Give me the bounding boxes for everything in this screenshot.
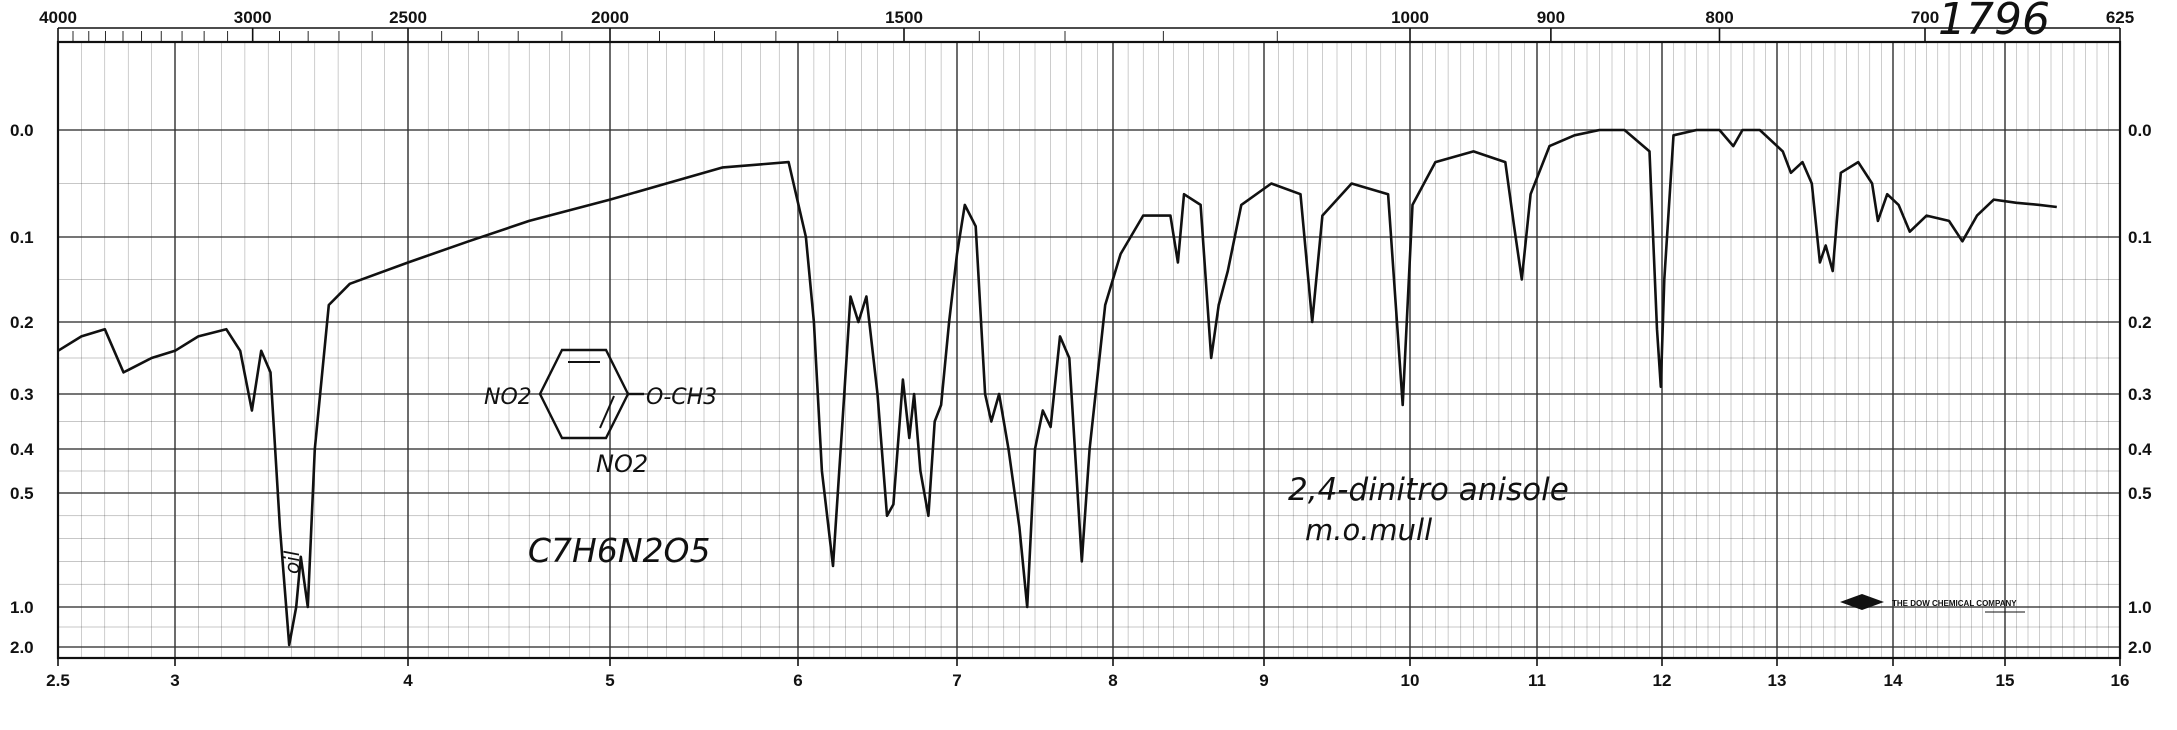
company-logo: THE DOW CHEMICAL COMPANY xyxy=(1840,594,2025,613)
x-tick-label: 8 xyxy=(1108,671,1117,690)
y-tick-label-right: 0.5 xyxy=(2128,484,2152,503)
molecular-formula: C7H6N2O5 xyxy=(528,531,711,570)
x-tick-label: 3 xyxy=(170,671,179,690)
y-tick-label-left: 2.0 xyxy=(10,638,34,657)
oil-label: oil xyxy=(280,550,304,574)
top-tick-label: 2500 xyxy=(389,8,427,27)
wavenumber-axis: 4000 3000 2500 2000 1500 1000 900 800 700 625 xyxy=(39,8,2134,42)
chart-frame xyxy=(56,27,2122,660)
x-tick-label: 10 xyxy=(1401,671,1420,690)
y-tick-label-left: 0.2 xyxy=(10,313,34,332)
top-tick-label: 625 xyxy=(2106,8,2134,27)
substituent-left: NO2 xyxy=(484,385,532,410)
y-tick-label-right: 2.0 xyxy=(2128,638,2152,657)
top-tick-label: 1500 xyxy=(885,8,923,27)
x-tick-label: 7 xyxy=(952,671,961,690)
top-tick-label: 2000 xyxy=(591,8,629,27)
x-tick-label: 6 xyxy=(793,671,802,690)
x-tick-label: 15 xyxy=(1996,671,2015,690)
substituent-bottom: NO2 xyxy=(596,450,648,478)
y-tick-label-right: 0.0 xyxy=(2128,121,2152,140)
substituent-right: O-CH3 xyxy=(646,385,717,410)
compound-name: 2,4-dinitro anisole xyxy=(1288,472,1569,508)
y-tick-label-left: 0.3 xyxy=(10,385,34,404)
y-tick-label-left: 0.0 xyxy=(10,121,34,140)
x-tick-label: 2.5 xyxy=(46,671,70,690)
company-name: THE DOW CHEMICAL COMPANY xyxy=(1892,599,2017,608)
y-tick-label-right: 0.4 xyxy=(2128,440,2152,459)
y-tick-label-right: 1.0 xyxy=(2128,598,2152,617)
wavelength-axis: 2.5 3 4 5 6 7 8 9 10 11 12 13 14 15 16 xyxy=(46,658,2129,690)
x-tick-label: 9 xyxy=(1259,671,1268,690)
x-tick-label: 13 xyxy=(1768,671,1787,690)
x-tick-label: 14 xyxy=(1884,671,1903,690)
top-tick-label: 1000 xyxy=(1391,8,1429,27)
y-tick-label-right: 0.1 xyxy=(2128,228,2152,247)
top-tick-label: 800 xyxy=(1705,8,1733,27)
spectrum-trace xyxy=(57,128,2057,647)
x-tick-label: 12 xyxy=(1653,671,1672,690)
y-tick-label-left: 1.0 xyxy=(10,598,34,617)
x-tick-label: 11 xyxy=(1528,671,1546,690)
x-tick-label: 16 xyxy=(2111,671,2130,690)
y-tick-label-right: 0.2 xyxy=(2128,313,2152,332)
absorbance-axis-left: 0.0 0.1 0.2 0.3 0.4 0.5 1.0 2.0 xyxy=(10,121,34,657)
top-tick-label: 900 xyxy=(1537,8,1565,27)
y-tick-label-left: 0.4 xyxy=(10,440,34,459)
sample-prep: m.o.mull xyxy=(1305,513,1432,547)
absorbance-axis-right: 0.0 0.1 0.2 0.3 0.4 0.5 1.0 2.0 xyxy=(2128,121,2152,657)
top-tick-label: 3000 xyxy=(234,8,272,27)
benzene-ring-drawing xyxy=(538,348,644,440)
y-tick-label-left: 0.5 xyxy=(10,484,34,503)
top-tick-label: 700 xyxy=(1911,8,1939,27)
y-tick-label-left: 0.1 xyxy=(10,228,34,247)
y-tick-label-right: 0.3 xyxy=(2128,385,2152,404)
plot-border xyxy=(56,40,2122,660)
x-tick-label: 4 xyxy=(403,671,413,690)
top-tick-label: 4000 xyxy=(39,8,77,27)
sample-number: 1796 xyxy=(1938,0,2050,45)
chart-grid xyxy=(57,42,2121,658)
x-tick-label: 5 xyxy=(605,671,614,690)
